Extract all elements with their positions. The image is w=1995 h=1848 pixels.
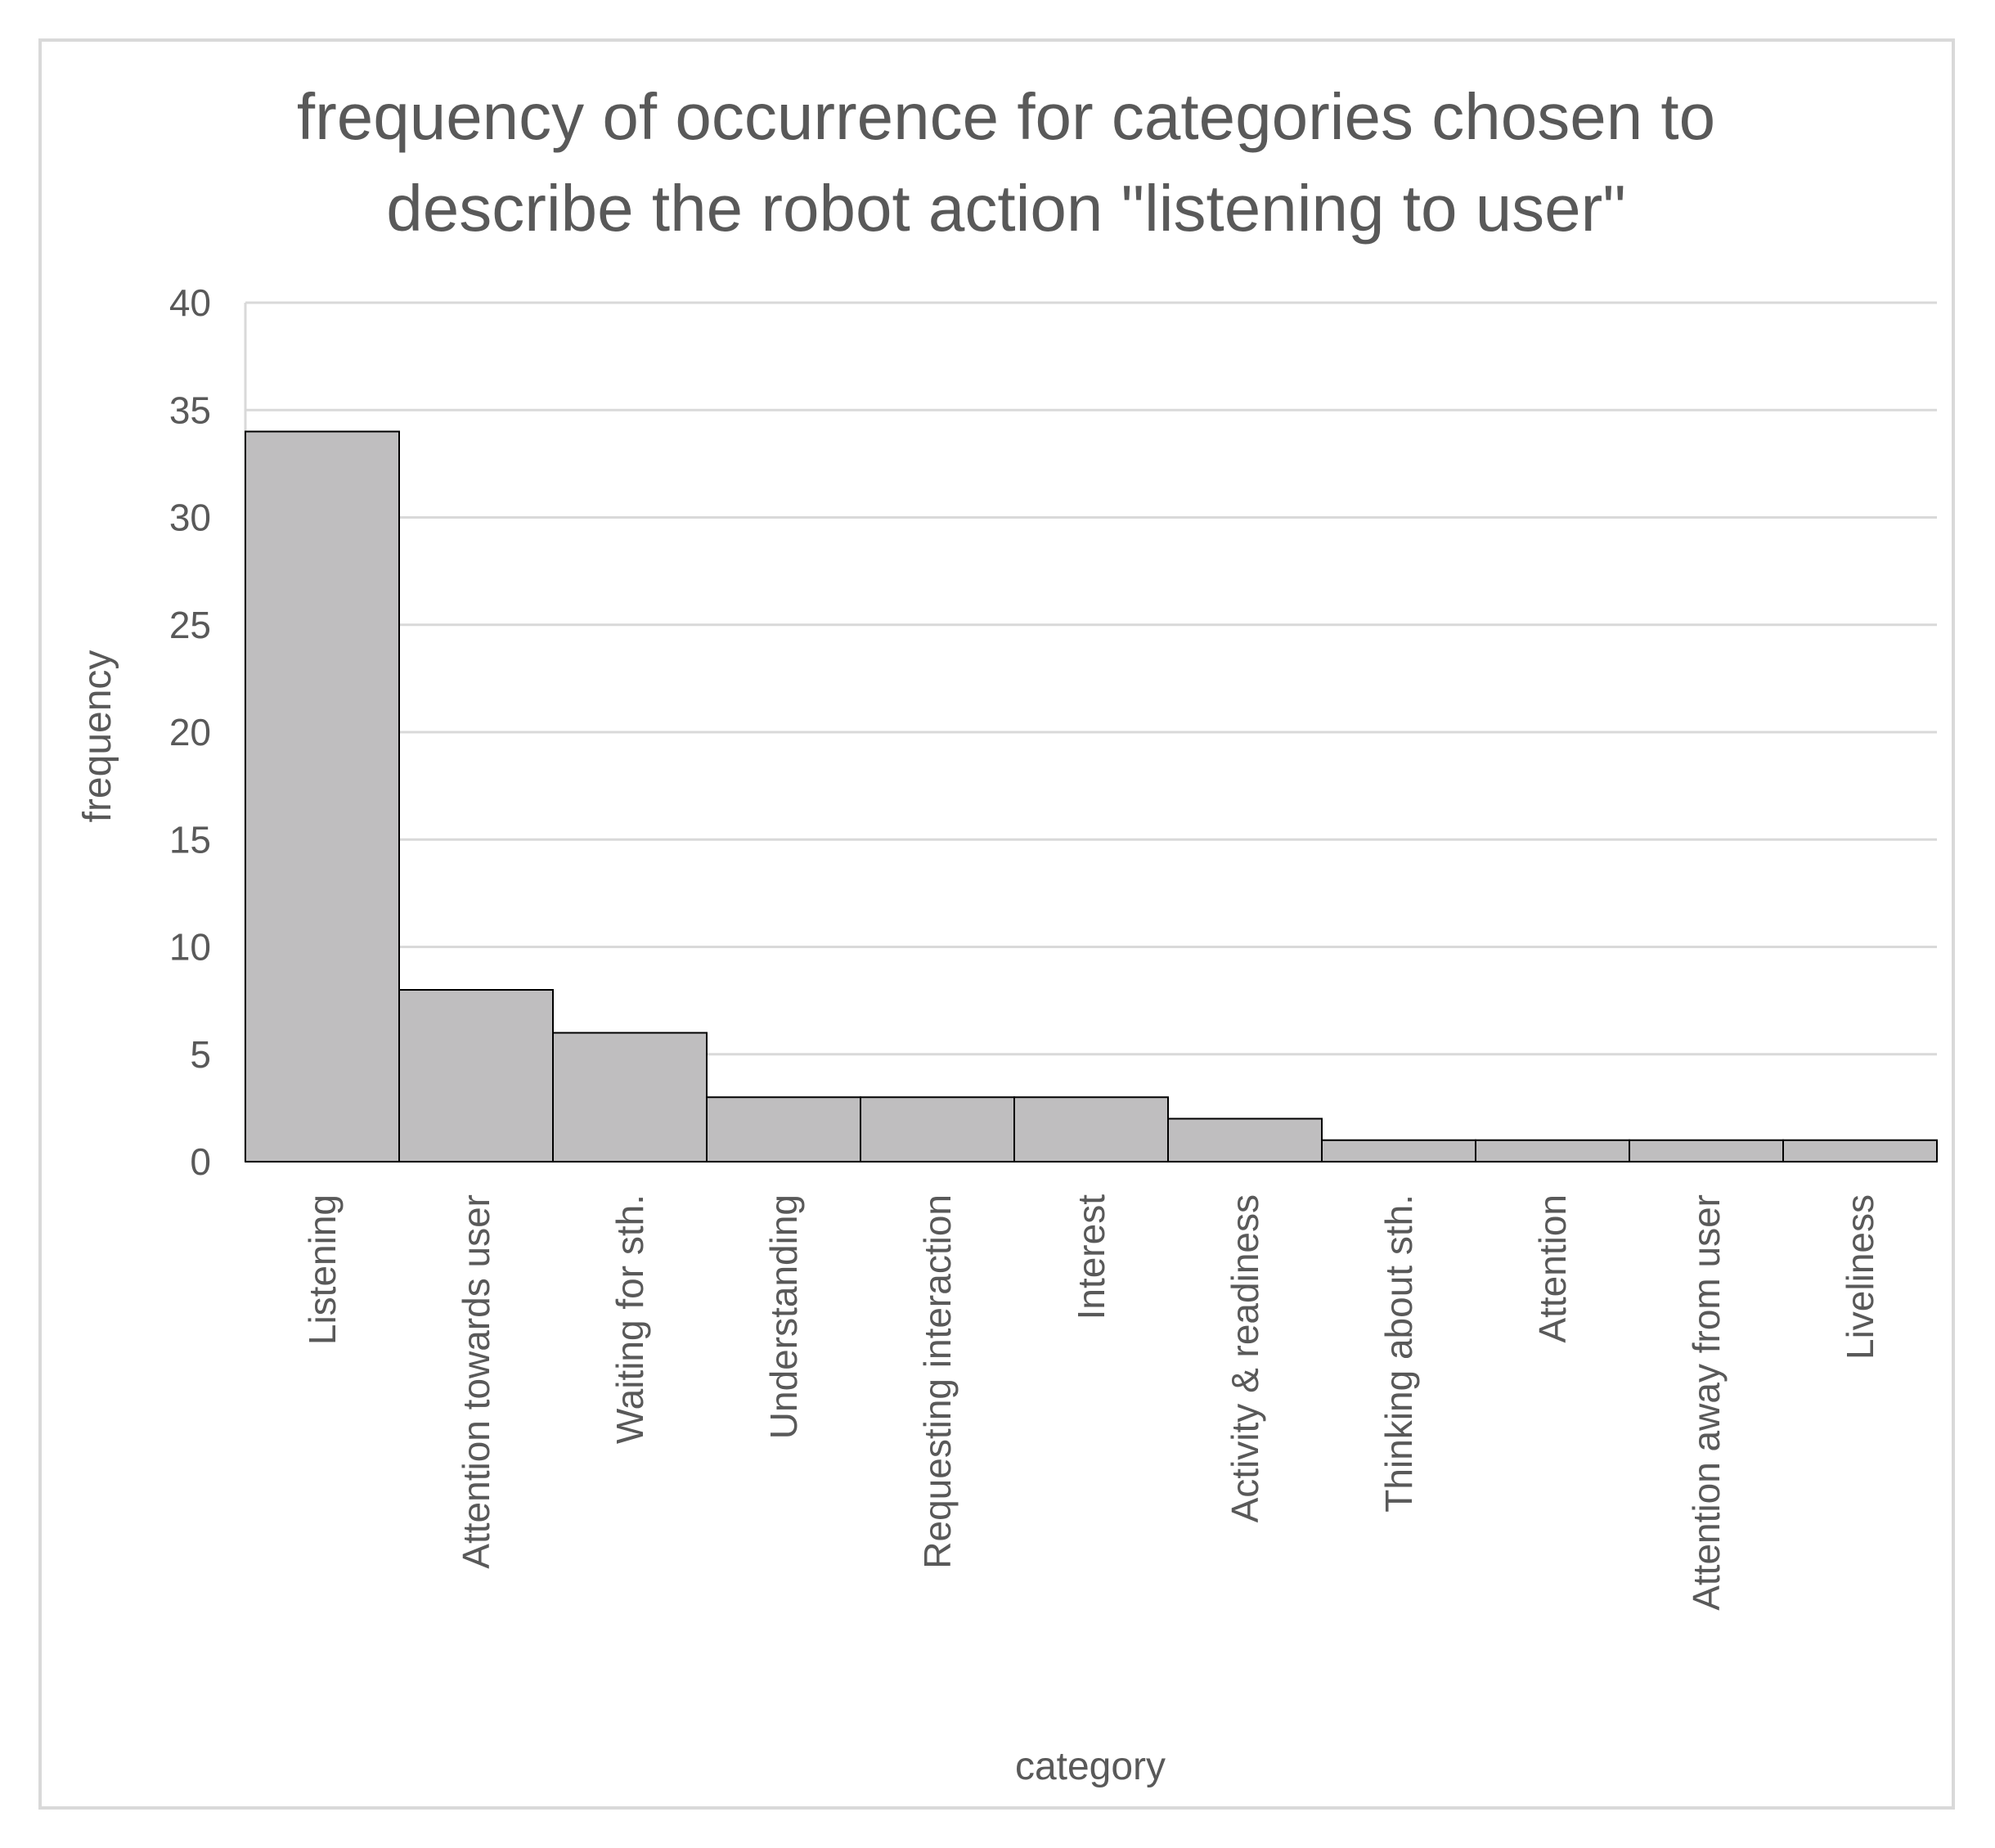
x-category-label: Activity & readiness	[1224, 1194, 1266, 1522]
x-category-label: Listening	[301, 1194, 344, 1345]
x-category-label: Attention	[1531, 1194, 1574, 1343]
x-category-label: Liveliness	[1839, 1194, 1881, 1360]
bar	[245, 430, 400, 1162]
x-axis-title: category	[1015, 1745, 1166, 1788]
x-axis-category-labels: Listening Attention towards user Waiting f…	[301, 1194, 1881, 1611]
bar	[1475, 1139, 1630, 1162]
x-category-label: Interest	[1070, 1194, 1112, 1320]
chart-title-line-1: frequency of occurrence for categories c…	[297, 80, 1715, 153]
bar	[1321, 1139, 1476, 1162]
x-category-label: Understanding	[762, 1194, 805, 1439]
y-tick-label: 15	[169, 818, 211, 861]
x-category-label: Attention away from user	[1685, 1194, 1728, 1611]
chart-title-line-2: describe the robot action "listening to …	[386, 172, 1625, 245]
x-category-label: Waiting for sth.	[609, 1194, 651, 1444]
y-tick-label: 0	[190, 1140, 211, 1183]
y-tick-label: 25	[169, 604, 211, 646]
bar	[706, 1096, 861, 1162]
x-category-label: Attention towards user	[455, 1194, 497, 1569]
bar	[860, 1096, 1015, 1162]
y-tick-label: 40	[169, 281, 211, 324]
bar	[1013, 1096, 1169, 1162]
bar	[1167, 1117, 1323, 1162]
bars	[245, 430, 1938, 1162]
y-axis-tick-labels: 0 5 10 15 20 25 30 35 40	[169, 281, 211, 1183]
y-axis-title: frequency	[76, 650, 119, 823]
y-tick-label: 35	[169, 389, 211, 431]
bar	[1782, 1139, 1938, 1162]
y-tick-label: 10	[169, 926, 211, 969]
x-category-label: Thinking about sth.	[1377, 1194, 1420, 1513]
y-tick-label: 30	[169, 497, 211, 539]
x-category-label: Requesting interaction	[916, 1194, 959, 1569]
bar	[398, 989, 554, 1162]
bar	[1629, 1139, 1784, 1162]
y-tick-label: 20	[169, 711, 211, 753]
y-tick-label: 5	[190, 1033, 211, 1076]
bar	[552, 1032, 708, 1162]
